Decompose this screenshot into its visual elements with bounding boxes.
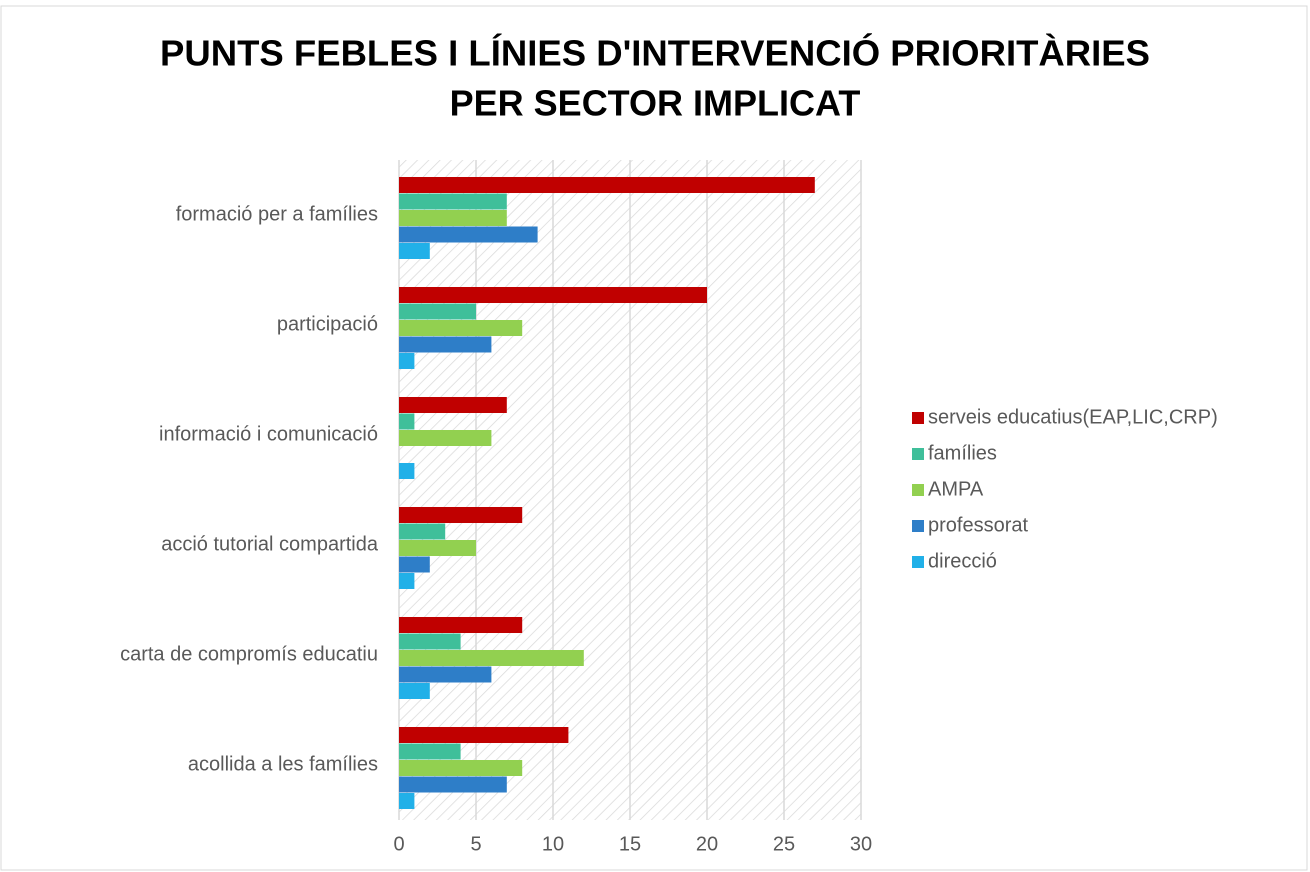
bar (399, 413, 415, 430)
bar (399, 683, 430, 699)
y-tick-label: carta de compromís educatiu (120, 643, 378, 665)
bar (399, 177, 815, 193)
x-tick-label: 10 (542, 833, 564, 855)
bar (399, 760, 523, 776)
legend-swatch (912, 484, 924, 496)
y-tick-label: acollida a les famílies (188, 753, 378, 775)
bar (399, 430, 492, 446)
bar (399, 666, 492, 683)
x-tick-label: 5 (470, 833, 481, 855)
x-tick-label: 0 (393, 833, 404, 855)
chart-title: PER SECTOR IMPLICAT (450, 83, 861, 124)
bar (399, 303, 476, 320)
legend-label: direcció (928, 550, 997, 572)
bar (399, 523, 446, 540)
bar (399, 287, 707, 303)
legend-swatch (912, 412, 924, 424)
legend-swatch (912, 556, 924, 568)
bar (399, 193, 507, 210)
legend-swatch (912, 520, 924, 532)
x-tick-label: 15 (619, 833, 641, 855)
bar (399, 573, 415, 589)
bar (399, 793, 415, 809)
x-tick-label: 20 (696, 833, 718, 855)
bar (399, 556, 430, 573)
bar (399, 463, 415, 479)
bar (399, 633, 461, 650)
legend-label: AMPA (928, 478, 984, 500)
legend-swatch (912, 448, 924, 460)
y-tick-label: acció tutorial compartida (161, 533, 379, 555)
bar (399, 353, 415, 369)
legend-label: professorat (928, 514, 1028, 536)
y-tick-label: participació (277, 313, 378, 335)
bar (399, 320, 523, 336)
bar (399, 743, 461, 760)
x-tick-label: 30 (850, 833, 872, 855)
bar (399, 617, 523, 633)
chart-title: PUNTS FEBLES I LÍNIES D'INTERVENCIÓ PRIO… (160, 32, 1150, 74)
bar (399, 397, 507, 413)
bar (399, 727, 569, 743)
bar (399, 650, 584, 666)
y-tick-label: formació per a famílies (176, 203, 378, 225)
y-tick-label: informació i comunicació (159, 423, 378, 445)
x-tick-label: 25 (773, 833, 795, 855)
bar (399, 336, 492, 353)
bar (399, 226, 538, 243)
bar (399, 540, 476, 556)
bar (399, 243, 430, 259)
legend-label: famílies (928, 442, 997, 464)
legend-label: serveis educatius(EAP,LIC,CRP) (928, 406, 1218, 428)
bar (399, 507, 523, 523)
bar (399, 210, 507, 226)
bar (399, 776, 507, 793)
